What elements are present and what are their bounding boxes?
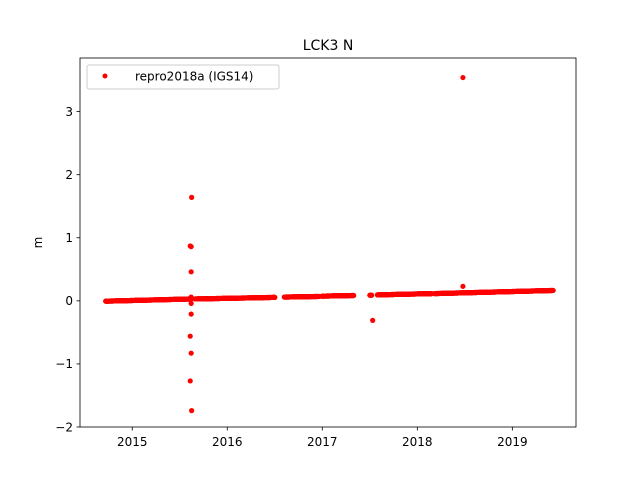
data-point bbox=[351, 292, 357, 299]
y-tick-label: 3 bbox=[65, 105, 73, 119]
plot-area bbox=[80, 58, 576, 427]
y-tick-label: 1 bbox=[65, 231, 73, 245]
data-point bbox=[370, 317, 376, 323]
data-point bbox=[188, 269, 194, 275]
data-point bbox=[188, 244, 194, 250]
data-point bbox=[188, 350, 194, 356]
legend: repro2018a (IGS14) bbox=[86, 64, 280, 90]
y-tick-label: −2 bbox=[55, 420, 73, 434]
x-tick-label: 2017 bbox=[307, 435, 338, 449]
x-tick-label: 2016 bbox=[212, 435, 243, 449]
data-point bbox=[188, 311, 194, 317]
data-point bbox=[550, 287, 556, 294]
y-tick-label: −1 bbox=[55, 357, 73, 371]
data-point bbox=[189, 408, 195, 414]
data-point bbox=[188, 300, 194, 306]
y-axis-label: m bbox=[31, 237, 45, 249]
data-point bbox=[460, 283, 466, 289]
x-tick-label: 2015 bbox=[117, 435, 148, 449]
chart-title: LCK3 N bbox=[303, 38, 354, 54]
data-point bbox=[189, 194, 195, 200]
data-point bbox=[188, 294, 194, 300]
legend-marker bbox=[102, 73, 108, 79]
legend-box bbox=[86, 64, 280, 90]
y-tick-label: 2 bbox=[65, 168, 73, 182]
y-tick-label: 0 bbox=[65, 294, 73, 308]
x-tick-label: 2018 bbox=[402, 435, 433, 449]
data-point bbox=[460, 74, 466, 81]
data-point bbox=[187, 333, 193, 339]
plot-frame bbox=[79, 57, 577, 428]
legend-entry: repro2018a (IGS14) bbox=[135, 70, 253, 84]
data-point bbox=[272, 294, 278, 300]
x-axis: 2015 2016 2017 2018 2019 bbox=[117, 427, 528, 449]
x-tick-label: 2019 bbox=[497, 435, 528, 449]
y-axis: −2 −1 0 1 2 3 bbox=[55, 105, 80, 434]
data-point bbox=[187, 378, 193, 384]
data-point bbox=[369, 292, 375, 298]
data-points bbox=[103, 74, 556, 414]
